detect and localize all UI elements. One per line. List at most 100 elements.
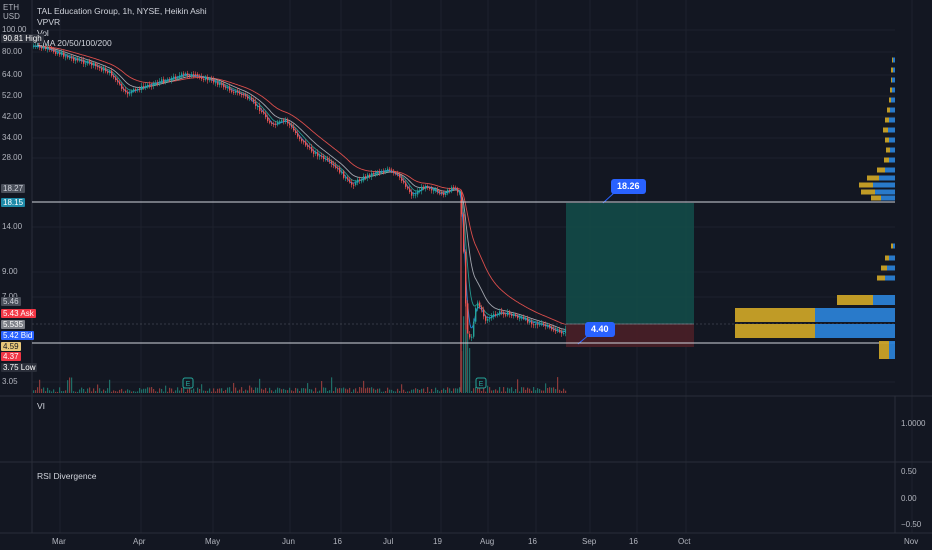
volume-bar [167,391,169,393]
volume-bar [317,391,319,393]
price-tag: 18.15 [1,198,26,207]
candle-body [387,168,389,171]
volume-bar [287,390,289,393]
volume-bar [263,389,265,393]
volume-bar [123,391,125,393]
volume-bar [271,390,273,393]
candle-body [447,189,449,194]
candle-body [45,47,47,50]
vi-scale-label: 1.0000 [901,419,926,428]
volume-bar [281,389,283,393]
candle-body [59,52,61,55]
candle-body [125,89,127,93]
candle-body [531,321,533,325]
price-tag: 3.75 Low [1,363,38,372]
volume-bar [537,388,539,393]
volume-bar [309,389,311,393]
volume-bar [289,387,291,393]
vpvr-bar-up [875,189,895,195]
volume-bar [89,387,91,393]
volume-bar [419,389,421,393]
candle-body [195,74,197,76]
candle-body [65,56,67,58]
candle-body [373,173,375,175]
volume-bar [43,387,45,393]
candle-body [141,86,143,91]
candle-body [87,61,89,64]
earnings-marker-label: E [479,381,484,388]
volume-bar [407,391,409,393]
indicator-vol[interactable]: Vol [37,28,49,38]
volume-bar [305,388,307,393]
volume-bar [269,387,271,393]
indicator-ema[interactable]: EMA 20/50/100/200 [37,38,112,48]
candle-body [279,121,281,123]
price-tag: 4.59 [1,342,21,351]
candle-body [147,84,149,86]
volume-bar [561,391,563,393]
volume-bar [39,379,41,393]
candle-body [565,328,567,334]
chart-title[interactable]: TAL Education Group, 1h, NYSE, Heikin As… [37,6,207,16]
target-price-label[interactable]: 18.26 [611,179,646,194]
candle-body [545,324,547,327]
volume-bar [455,388,457,393]
volume-bar [391,389,393,393]
volume-bar [397,388,399,393]
volume-bar [159,388,161,393]
volume-bar [207,390,209,393]
volume-bar [129,390,131,393]
vpvr-bar-down [892,57,893,63]
candle-body [211,79,213,81]
candle-body [117,79,119,82]
candle-body [33,45,35,47]
candle-body [259,105,261,112]
candle-body [347,177,349,180]
volume-bar [259,378,261,393]
vpvr-bar-up [893,243,895,249]
volume-bar [541,390,543,393]
candle-body [363,176,365,181]
vi-pane-title[interactable]: VI [37,401,46,411]
volume-bar [75,391,77,393]
candle-body [77,59,79,61]
candle-body [293,126,295,131]
candle-body [145,85,147,87]
candle-body [343,171,345,178]
volume-bar [205,390,207,393]
volume-bar [403,389,405,393]
volume-bar [521,387,523,393]
vpvr-bar-up [889,341,895,359]
volume-bar [63,391,65,393]
candle-body [507,311,509,316]
candle-body [255,101,257,107]
candle-body [519,317,521,319]
candle-body [169,79,171,81]
candle-body [231,90,233,92]
candle-body [223,83,225,88]
volume-bar [413,389,415,393]
time-tick-label: May [205,537,221,546]
candle-body [241,94,243,96]
candle-body [475,308,477,322]
volume-bar [501,391,503,393]
candle-body [161,79,163,82]
price-tick-label: 80.00 [2,47,23,56]
vpvr-bar-down [883,127,888,133]
rsi-pane-title[interactable]: RSI Divergence [37,471,97,481]
volume-bar [197,387,199,393]
candle-body [401,177,403,181]
indicator-vpvr[interactable]: VPVR [37,17,61,27]
volume-bar [109,379,111,393]
volume-bar [497,390,499,393]
volume-bar [313,391,315,393]
candle-body [119,81,121,85]
volume-bar [193,388,195,393]
candle-body [423,186,425,189]
volume-bar [147,387,149,393]
stop-price-label[interactable]: 4.40 [585,322,615,337]
vpvr-bar-up [892,87,895,93]
candle-body [157,82,159,84]
vpvr-bar-down [885,255,889,261]
